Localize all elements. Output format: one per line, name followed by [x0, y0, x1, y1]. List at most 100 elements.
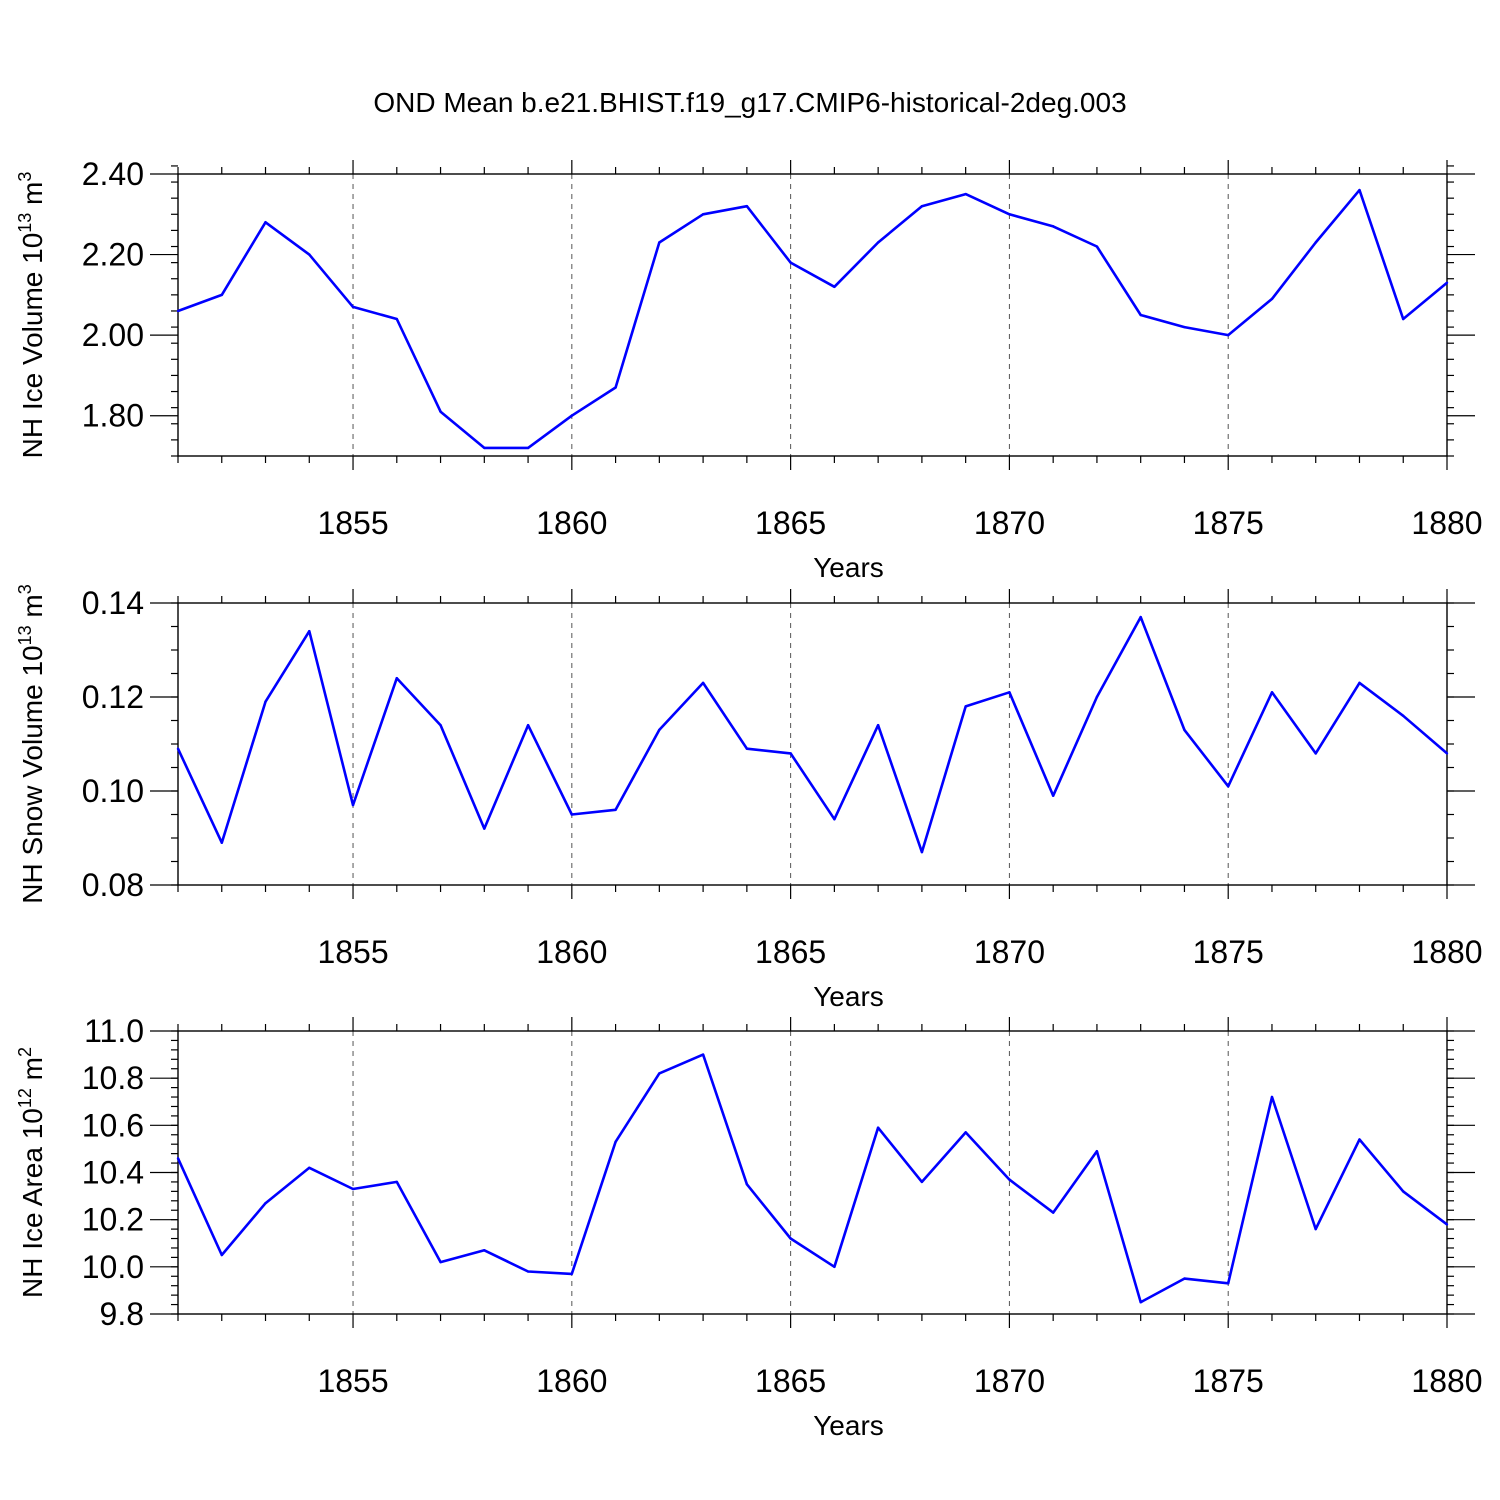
panel-2-data-point-1875: [1227, 785, 1230, 788]
panel-1-frame: [177, 173, 1448, 457]
panel-1-data-point-1863: [701, 213, 705, 216]
panel-1-data-point-1872: [1095, 245, 1099, 248]
panel-1-data-point-1874: [1183, 325, 1186, 329]
panel-3-data-point-1853: [264, 1201, 267, 1205]
panel-1-data-point-1852: [220, 293, 223, 297]
panel-3-data-point-1857: [439, 1260, 442, 1264]
panel-2-frame: [177, 602, 1448, 886]
panel-1-ytick-label: 1.80: [82, 398, 144, 434]
panels: 1.80 2.00 2.20 2.40 1855 1860 1865 1870 1875 1880…: [15, 156, 1483, 1441]
panel-3-data-point-1878: [1358, 1138, 1361, 1141]
panel-3-ylabel-unit-exp: 2: [15, 1047, 35, 1057]
panel-1-xtick-label-1870: 1870: [974, 505, 1045, 541]
panel-1-data-point-1855: [351, 305, 355, 309]
panel-1-data-point-1862: [658, 241, 661, 244]
panel-3-data-point-1872: [1095, 1150, 1099, 1153]
panel-2-data-point-1856: [395, 677, 398, 680]
panel-3-data-point-1858: [483, 1249, 486, 1252]
panel-3-data-point-1876: [1270, 1095, 1274, 1099]
panel-1-data-point-1851: [176, 309, 180, 313]
panel-3-ylabel: NH Ice Area 1012 m2: [15, 1047, 48, 1298]
panel-2-data-point-1878: [1358, 681, 1361, 685]
panel-1-data-point-1854: [308, 253, 311, 256]
panel-1-ylabel: NH Ice Volume 1013 m3: [15, 172, 48, 459]
panel-2-ylabel: NH Snow Volume 1013 m3: [15, 584, 48, 904]
panel-3-ytick-label: 11.0: [84, 1013, 144, 1049]
panel-3-data-point-1855: [351, 1187, 355, 1191]
panel-3-data-point-1866: [833, 1265, 836, 1269]
panel-3-data-point-1874: [1183, 1277, 1186, 1280]
panel-1-data-point-1866: [833, 285, 836, 288]
panel-2-ytick-label: 0.10: [82, 773, 144, 809]
panel-2-data-point-1853: [264, 700, 267, 703]
panel-3-data-point-1879: [1402, 1190, 1405, 1193]
panel-2-data-point-1862: [658, 728, 661, 732]
panel-2-ylabel-exp: 13: [15, 625, 35, 645]
panel-2-series-line: [176, 615, 1448, 854]
panel-3-data-point-1880: [1445, 1223, 1449, 1226]
panel-3-data-point-1868: [920, 1180, 924, 1184]
panel-2-data-point-1852: [220, 841, 223, 844]
panel-2-data-point-1868: [920, 850, 924, 854]
panel-1-data-point-1861: [614, 386, 617, 389]
panel-2-data-point-1863: [701, 681, 705, 685]
panel-1-xtick-label-1855: 1855: [317, 505, 388, 541]
panel-3-ytick-label: 10.6: [82, 1107, 144, 1143]
panel-3-data-point-1871: [1051, 1211, 1055, 1214]
panel-3-ylabel-unit: m: [17, 1057, 48, 1088]
panel-1-data-point-1867: [876, 241, 880, 244]
panel-1-ylabel-unit-exp: 3: [15, 172, 35, 182]
panel-1-data-point-1876: [1270, 297, 1274, 301]
panel-3: 9.8 10.0 10.2 10.4 10.6 10.8 11.0 1855 1860 1865 1…: [15, 1013, 1483, 1441]
panel-1-ylabel-unit: m: [17, 182, 48, 213]
panel-1-data-point-1880: [1445, 281, 1449, 284]
panel-1-data-point-1877: [1314, 241, 1317, 244]
panel-1-data-point-1853: [264, 221, 267, 224]
panel-2-ytick-label: 0.12: [82, 679, 144, 715]
panel-3-xtick-label-1875: 1875: [1193, 1363, 1264, 1399]
panel-1-data-point-1870: [1008, 213, 1011, 216]
panel-3-data-point-1856: [395, 1180, 398, 1184]
panel-2-data-point-1867: [876, 724, 880, 727]
panel-2: 0.08 0.10 0.12 0.14 1855 1860 1865 1870 1875 1880…: [15, 584, 1483, 1012]
panel-3-data-point-1864: [745, 1183, 749, 1186]
panel-2-data-point-1871: [1051, 794, 1055, 797]
panel-3-data-point-1865: [789, 1237, 792, 1240]
panel-3-data-point-1859: [526, 1270, 530, 1273]
panel-1-data-point-1868: [920, 205, 924, 208]
panel-3-data-point-1873: [1139, 1301, 1142, 1304]
panel-2-xlabel: Years: [813, 981, 884, 1012]
panel-3-data-point-1877: [1314, 1227, 1317, 1231]
panel-3-data-point-1861: [614, 1140, 617, 1144]
panel-1-data-point-1859: [526, 446, 530, 450]
panel-2-ylabel-base: NH Snow Volume 10: [17, 645, 48, 903]
panel-2-data-point-1865: [789, 752, 792, 755]
panel-2-data-point-1860: [570, 813, 574, 816]
panel-1-data-point-1879: [1402, 317, 1405, 321]
panel-2-data-point-1864: [745, 747, 749, 750]
panel-2-data-point-1874: [1183, 728, 1186, 732]
panel-2-data-point-1855: [351, 803, 355, 807]
panel-1-xtick-label-1880: 1880: [1411, 505, 1482, 541]
panel-2-data-point-1872: [1095, 695, 1099, 699]
panel-1-xtick-label-1860: 1860: [536, 505, 607, 541]
panel-3-xtick-label-1860: 1860: [536, 1363, 607, 1399]
panel-2-data-point-1879: [1402, 714, 1405, 717]
panel-3-xtick-label-1880: 1880: [1411, 1363, 1482, 1399]
panel-2-data-point-1866: [833, 818, 836, 821]
panel-2-data-point-1854: [308, 630, 311, 633]
panel-3-data-point-1852: [220, 1253, 223, 1257]
panel-3-data-point-1862: [658, 1072, 661, 1075]
panel-3-data-point-1875: [1227, 1282, 1230, 1285]
panel-2-xtick-label-1865: 1865: [755, 934, 826, 970]
panel-2-data-point-1859: [526, 724, 530, 727]
figure-title: OND Mean b.e21.BHIST.f19_g17.CMIP6-histo…: [373, 87, 1126, 118]
panel-3-ytick-label: 10.2: [82, 1202, 144, 1238]
panel-3-frame: [177, 1030, 1448, 1315]
panel-1-data-point-1869: [964, 192, 967, 196]
panel-2-xtick-label-1880: 1880: [1411, 934, 1482, 970]
panel-2-data-point-1880: [1445, 752, 1449, 755]
panel-2-xtick-label-1870: 1870: [974, 934, 1045, 970]
